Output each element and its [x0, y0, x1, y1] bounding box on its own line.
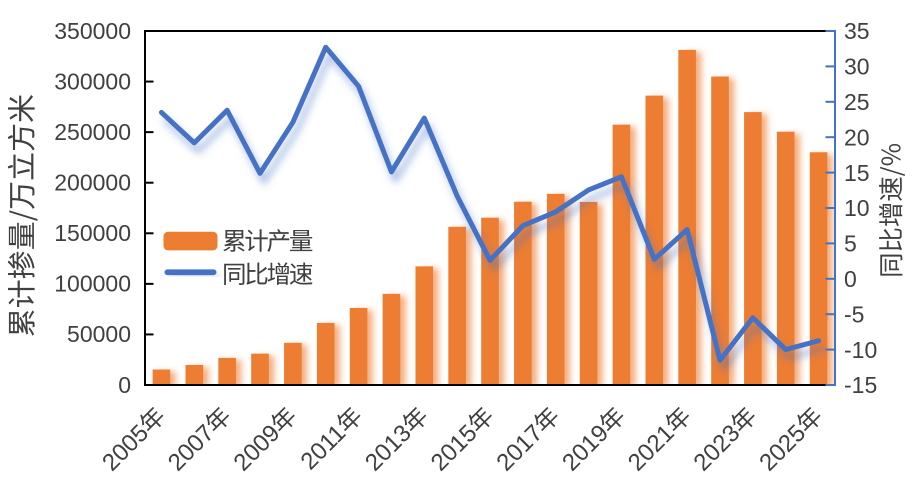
svg-text:20: 20 [844, 124, 870, 150]
svg-text:50000: 50000 [67, 321, 131, 347]
svg-text:25: 25 [844, 89, 870, 115]
svg-text:350000: 350000 [54, 18, 131, 44]
svg-text:15: 15 [844, 160, 870, 186]
svg-text:250000: 250000 [54, 119, 131, 145]
svg-text:30: 30 [844, 54, 870, 80]
svg-text:10: 10 [844, 195, 870, 221]
svg-text:150000: 150000 [54, 220, 131, 246]
svg-text:5: 5 [844, 231, 857, 257]
svg-text:-15: -15 [844, 372, 877, 398]
svg-text:300000: 300000 [54, 68, 131, 94]
svg-text:200000: 200000 [54, 170, 131, 196]
svg-text:0: 0 [844, 266, 857, 292]
svg-text:35: 35 [844, 18, 870, 44]
svg-text:100000: 100000 [54, 271, 131, 297]
svg-text:-5: -5 [844, 301, 864, 327]
svg-text:-10: -10 [844, 337, 877, 363]
svg-text:0: 0 [118, 372, 131, 398]
